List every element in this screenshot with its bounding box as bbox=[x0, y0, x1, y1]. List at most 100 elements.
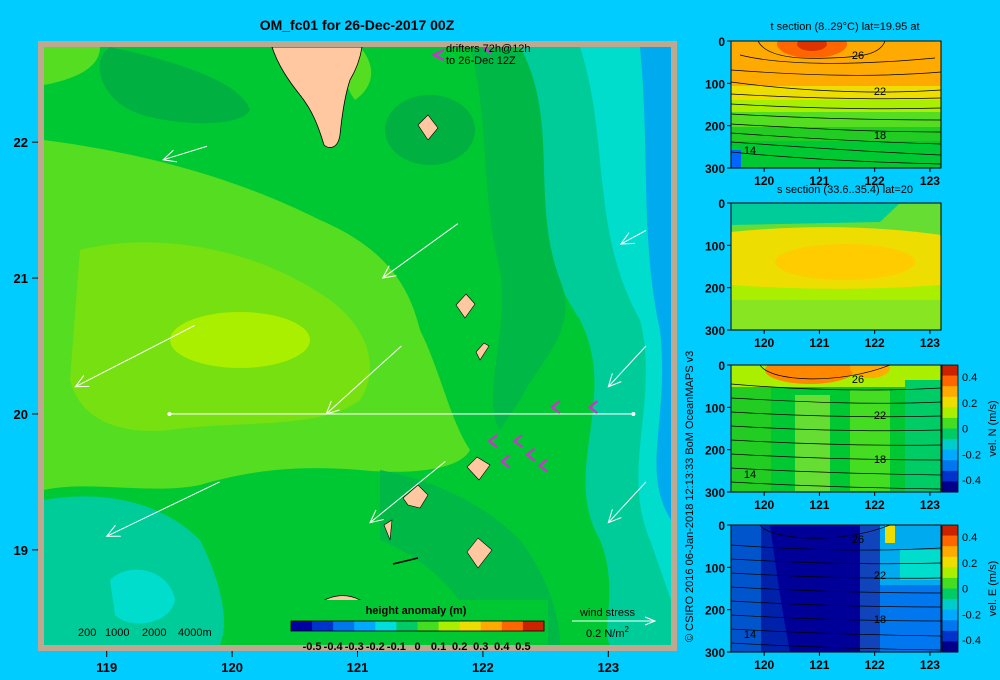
panel-y-tick-label: 300 bbox=[705, 646, 725, 660]
wind-arrow-head bbox=[105, 525, 121, 537]
velocity-colorbar-label: vel. E (m/s) bbox=[987, 561, 999, 617]
colorbar-tick-label: 0.4 bbox=[494, 641, 510, 653]
velocity-colorbar-tick: -0.4 bbox=[962, 475, 981, 487]
colorbar-swatches bbox=[290, 620, 545, 632]
wind-stress-label: wind stress bbox=[579, 607, 636, 619]
wind-stress-exp: 2 bbox=[625, 625, 630, 634]
colorbar-swatch bbox=[459, 621, 482, 631]
colorbar-swatch bbox=[375, 621, 397, 631]
land-island-f bbox=[383, 519, 393, 541]
panel-x-tick-label: 123 bbox=[920, 658, 940, 672]
velocity-colorbar-swatch bbox=[942, 470, 958, 482]
velocity-colorbar-outline bbox=[941, 524, 959, 653]
colorbar-tick-label: -0.2 bbox=[366, 641, 385, 653]
panel-contour-label: 18 bbox=[874, 454, 886, 466]
drifter-mark bbox=[512, 434, 523, 449]
panel-y-tick-label: 200 bbox=[705, 604, 725, 618]
panel-x-tick-label: 120 bbox=[754, 658, 774, 672]
colorbar-swatch bbox=[333, 621, 355, 631]
panel2-frame bbox=[730, 202, 942, 331]
map-max-highlight bbox=[170, 312, 310, 368]
depth-legend-4000: 4000m bbox=[178, 627, 212, 639]
velocity-colorbar-swatch bbox=[942, 556, 958, 568]
panel-contour-label: 26 bbox=[852, 374, 864, 386]
colorbar-swatch bbox=[480, 621, 503, 631]
panel-x-tick-label: 123 bbox=[920, 336, 940, 350]
colorbar-swatch bbox=[396, 621, 418, 631]
panel-contour-label: 22 bbox=[874, 410, 886, 422]
panel4-frame bbox=[730, 524, 942, 653]
panel-x-tick-label: 121 bbox=[809, 174, 829, 188]
drifter-mark bbox=[550, 400, 561, 415]
depth-legend-1000: 1000 bbox=[105, 627, 129, 639]
panel-contour-label: 18 bbox=[874, 614, 886, 626]
wind-arrow bbox=[369, 461, 446, 524]
drifter-marks bbox=[481, 47, 599, 473]
velocity-colorbar-tick: 0.2 bbox=[962, 398, 977, 410]
map-y-tick-label: 20 bbox=[14, 407, 28, 422]
panel-y-tick-label: 100 bbox=[705, 401, 725, 415]
velocity-colorbars: 0.4 0.2 0 -0.2 -0.4 vel. N (m/s) 0.4 0.2 0 -0.2 -0… bbox=[941, 364, 999, 653]
panel3-field bbox=[731, 365, 941, 492]
drifter-mark bbox=[487, 434, 498, 449]
wind-arrow bbox=[607, 345, 647, 388]
colorbar-swatch bbox=[438, 621, 461, 631]
map-x-tick-label: 123 bbox=[597, 660, 619, 675]
colorbar-tick-label: 0 bbox=[414, 641, 420, 653]
velocity-colorbar-swatch bbox=[942, 577, 958, 589]
panel-x-tick-label: 123 bbox=[920, 498, 940, 512]
panel2-title: s section (33.6..35.4) lat=20 bbox=[777, 184, 913, 196]
panel-y-tick-label: 200 bbox=[705, 120, 725, 134]
colorbar-swatch bbox=[354, 621, 376, 631]
panel-y-tick-label: 0 bbox=[718, 35, 725, 49]
velocity-colorbar-swatch bbox=[942, 386, 958, 398]
velocity-colorbar-swatch bbox=[942, 641, 958, 653]
wind-arrow-head bbox=[607, 509, 622, 524]
velocity-colorbar-swatch bbox=[942, 525, 958, 537]
colorbar-swatch bbox=[291, 621, 313, 631]
colorbar-tick-label: 0.2 bbox=[452, 641, 467, 653]
land-taiwan bbox=[271, 47, 363, 148]
wind-arrow-head bbox=[619, 232, 635, 245]
map-y-tick-label: 21 bbox=[14, 271, 28, 286]
panel-y-tick-label: 0 bbox=[718, 359, 725, 373]
map-field bbox=[44, 47, 671, 645]
panel-contour-label: 14 bbox=[744, 469, 756, 481]
panel-x-tick-label: 121 bbox=[809, 658, 829, 672]
velocity-colorbar-swatch bbox=[942, 460, 958, 472]
panel-x-tick-label: 122 bbox=[865, 174, 885, 188]
velocity-colorbar-swatch bbox=[942, 439, 958, 451]
land-reef bbox=[392, 557, 419, 565]
colorbar-swatch bbox=[417, 621, 440, 631]
map-y-tick-label: 22 bbox=[14, 135, 28, 150]
velocity-colorbar-tick: -0.2 bbox=[962, 449, 981, 461]
panel-x-tick-label: 120 bbox=[754, 174, 774, 188]
velocity-colorbar-swatch bbox=[942, 588, 958, 600]
panel1-frame bbox=[730, 40, 942, 169]
velocity-colorbar-swatch bbox=[942, 599, 958, 611]
velocity-colorbar-swatch bbox=[942, 375, 958, 387]
colorbar-tick-label: -0.5 bbox=[303, 641, 322, 653]
colorbar-outline bbox=[290, 620, 545, 632]
colorbar-tick-label: 0.3 bbox=[473, 641, 488, 653]
panel-contour-label: 22 bbox=[874, 570, 886, 582]
panel-y-tick-label: 0 bbox=[718, 197, 725, 211]
colorbar-tick-label: 0.5 bbox=[515, 641, 530, 653]
velocity-colorbar-tick: 0.4 bbox=[962, 532, 977, 544]
colorbar-swatch bbox=[522, 621, 545, 631]
velocity-colorbar-tick: 0 bbox=[962, 584, 968, 596]
colorbar-swatch bbox=[501, 621, 524, 631]
velocity-colorbar-swatch bbox=[942, 567, 958, 579]
wind-arrow-head bbox=[369, 509, 384, 524]
map-x-ticks: 119 120 121 122 123 bbox=[96, 651, 619, 675]
panel-x-tick-label: 123 bbox=[920, 174, 940, 188]
colorbar-tick-label: -0.3 bbox=[345, 641, 364, 653]
velocity-colorbar-tick: 0.2 bbox=[962, 558, 977, 570]
panel-contour-label: 26 bbox=[852, 534, 864, 546]
wind-arrow bbox=[620, 230, 647, 245]
velocity-colorbar-swatch bbox=[942, 428, 958, 440]
depth-legend-2000: 2000 bbox=[142, 627, 166, 639]
wind-arrow-head bbox=[74, 375, 90, 388]
drifter-mark bbox=[587, 400, 599, 415]
panel-y-tick-label: 300 bbox=[705, 162, 725, 176]
